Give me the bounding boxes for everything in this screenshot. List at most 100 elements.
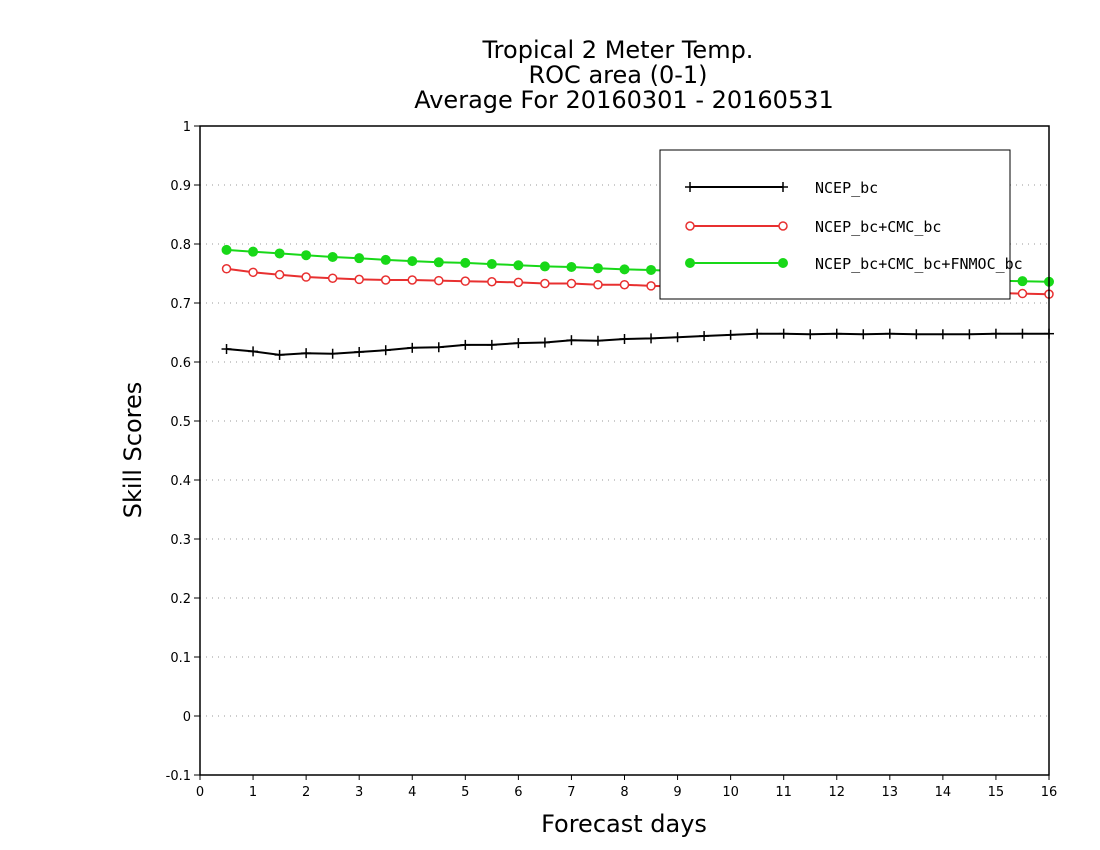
data-point bbox=[1017, 328, 1028, 339]
legend-marker bbox=[778, 182, 788, 192]
axis-ticks: -0.100.10.20.30.40.50.60.70.80.910 1 2 3 4 5 6… bbox=[166, 120, 1058, 800]
x-tick-label: 10 bbox=[722, 785, 739, 800]
series-0 bbox=[221, 328, 1054, 360]
data-point bbox=[858, 329, 869, 340]
data-point bbox=[407, 342, 418, 353]
x-tick-label: 14 bbox=[935, 785, 952, 800]
data-point bbox=[513, 277, 524, 288]
x-tick-label: 15 bbox=[988, 785, 1005, 800]
data-point bbox=[884, 328, 895, 339]
data-point bbox=[380, 254, 391, 265]
data-point bbox=[460, 339, 471, 350]
legend-label: NCEP_bc+CMC_bc+FNMOC_bc bbox=[815, 255, 1023, 273]
x-tick-label: 3 bbox=[355, 785, 363, 800]
data-point bbox=[566, 278, 577, 289]
x-axis-label: Forecast days bbox=[541, 810, 707, 838]
data-point bbox=[301, 348, 312, 359]
data-point bbox=[274, 269, 285, 280]
data-point bbox=[407, 256, 418, 267]
legend-label: NCEP_bc bbox=[815, 179, 878, 197]
data-point bbox=[354, 274, 364, 285]
legend-marker bbox=[778, 221, 788, 231]
legend-marker bbox=[778, 258, 788, 268]
data-point bbox=[248, 267, 258, 278]
data-point bbox=[248, 246, 259, 257]
series-line bbox=[226, 332, 1049, 356]
x-tick-label: 11 bbox=[775, 785, 792, 800]
data-point bbox=[274, 349, 285, 360]
y-tick-label: 0.4 bbox=[170, 474, 191, 489]
data-point bbox=[460, 276, 471, 286]
data-point bbox=[327, 348, 338, 359]
data-point bbox=[646, 333, 657, 344]
data-point bbox=[540, 278, 550, 289]
y-tick-label: 0 bbox=[183, 710, 191, 725]
x-tick-label: 16 bbox=[1041, 785, 1058, 800]
legend-box bbox=[659, 149, 1011, 300]
y-tick-label: 0.9 bbox=[170, 179, 191, 194]
data-point bbox=[327, 273, 338, 283]
legend-marker bbox=[685, 221, 695, 231]
data-point bbox=[354, 346, 365, 357]
data-point bbox=[990, 328, 1001, 339]
data-point bbox=[778, 328, 789, 339]
x-tick-label: 6 bbox=[514, 785, 522, 800]
y-tick-label: 0.5 bbox=[170, 415, 191, 430]
data-point bbox=[248, 346, 259, 357]
legend-entry-2: NCEP_bc+CMC_bc+FNMOC_bc bbox=[685, 255, 1023, 273]
data-point bbox=[354, 253, 365, 264]
data-point bbox=[327, 251, 338, 262]
data-point bbox=[221, 244, 232, 255]
chart-title-line-2: ROC area (0-1) bbox=[528, 61, 707, 89]
legend: NCEP_bc NCEP_bc+CMC_bc NCEP_bc+CMC_bc+FNMO… bbox=[659, 149, 1023, 300]
data-point bbox=[725, 329, 736, 340]
data-point bbox=[619, 279, 630, 290]
data-point bbox=[937, 329, 948, 340]
chart-title-line-3: Average For 20160301 - 20160531 bbox=[414, 86, 834, 114]
legend-label: NCEP_bc+CMC_bc bbox=[815, 218, 941, 236]
y-tick-label: -0.1 bbox=[166, 769, 191, 784]
y-tick-label: 0.3 bbox=[170, 533, 191, 548]
data-point bbox=[380, 275, 391, 285]
data-point bbox=[433, 342, 444, 353]
data-point bbox=[646, 264, 657, 275]
data-point bbox=[539, 261, 550, 272]
x-tick-label: 13 bbox=[882, 785, 899, 800]
data-point bbox=[380, 345, 391, 356]
data-point bbox=[1017, 276, 1028, 287]
data-point bbox=[831, 328, 842, 339]
data-point bbox=[221, 344, 232, 355]
legend-entry-1: NCEP_bc+CMC_bc bbox=[685, 218, 941, 236]
data-point bbox=[593, 279, 603, 290]
data-point bbox=[301, 272, 311, 282]
chart-title: Tropical 2 Meter Temp. ROC area (0-1) Av… bbox=[414, 36, 834, 114]
data-point bbox=[486, 339, 497, 350]
y-tick-label: 0.7 bbox=[170, 297, 191, 312]
data-point bbox=[513, 338, 524, 349]
legend-entry-0: NCEP_bc bbox=[685, 179, 878, 197]
data-point bbox=[592, 335, 603, 346]
data-point bbox=[1017, 288, 1028, 299]
y-tick-label: 0.6 bbox=[170, 356, 191, 371]
x-tick-label: 0 bbox=[196, 785, 204, 800]
chart-title-line-1: Tropical 2 Meter Temp. bbox=[482, 36, 754, 64]
data-point bbox=[221, 264, 232, 274]
data-point bbox=[566, 262, 577, 273]
data-point bbox=[274, 248, 285, 259]
x-tick-label: 4 bbox=[408, 785, 416, 800]
data-point bbox=[433, 257, 444, 268]
legend-marker bbox=[685, 182, 695, 192]
data-point bbox=[752, 328, 763, 339]
data-point bbox=[539, 337, 550, 348]
data-point bbox=[487, 277, 497, 287]
data-point bbox=[592, 263, 603, 274]
data-point bbox=[301, 250, 312, 261]
x-tick-label: 2 bbox=[302, 785, 310, 800]
y-axis-label: Skill Scores bbox=[119, 382, 147, 519]
x-tick-label: 8 bbox=[620, 785, 628, 800]
y-tick-label: 0.2 bbox=[170, 592, 191, 607]
x-tick-label: 5 bbox=[461, 785, 469, 800]
x-tick-label: 12 bbox=[828, 785, 845, 800]
data-point bbox=[566, 335, 577, 346]
